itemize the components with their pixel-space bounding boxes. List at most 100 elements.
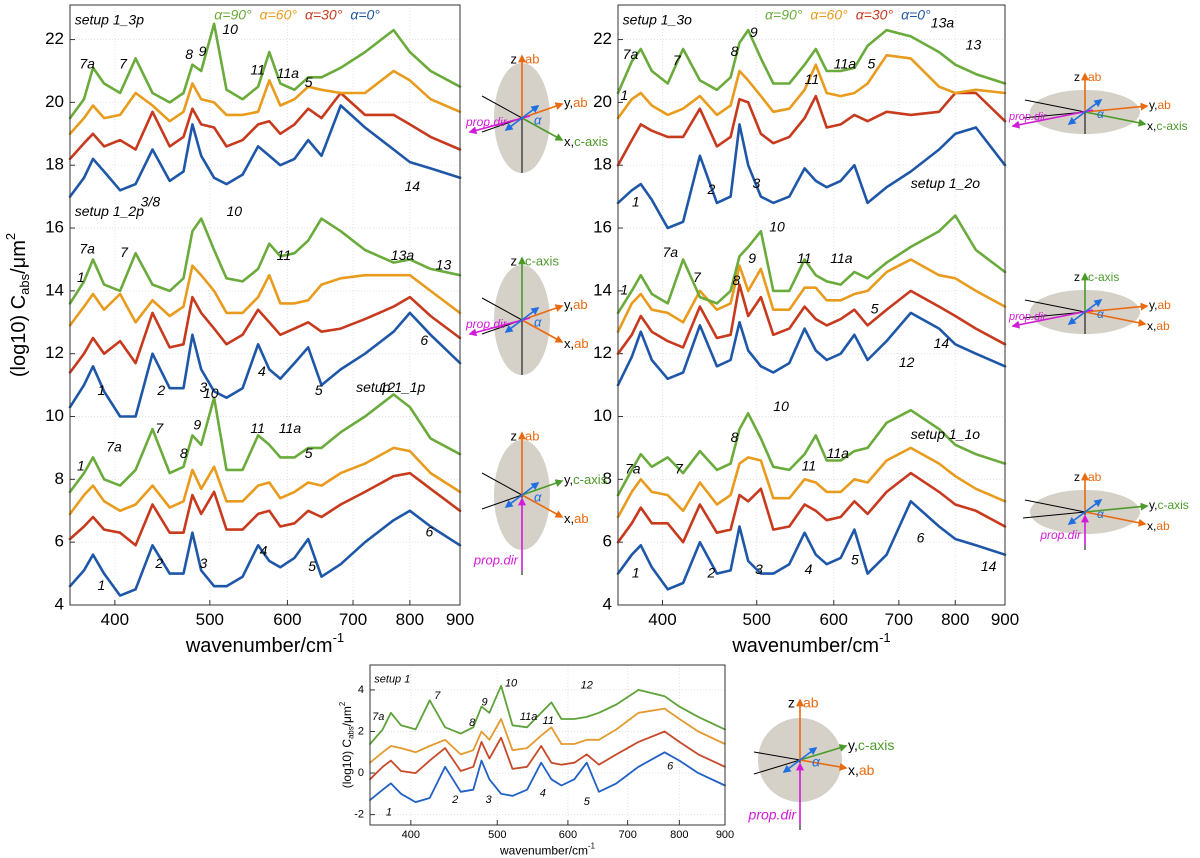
annotation: 7a xyxy=(79,55,95,71)
y-tick-label: 10 xyxy=(593,406,612,425)
y-tick-label: 6 xyxy=(55,532,64,551)
spectrum-line xyxy=(616,123,1007,230)
x-tick-label: 900 xyxy=(716,829,734,841)
annotation: 4 xyxy=(260,542,268,558)
y-tick-label: 14 xyxy=(593,280,612,299)
y-tick-label: 18 xyxy=(593,155,612,174)
axis-name: ab xyxy=(574,336,588,351)
annotation: 11a xyxy=(520,711,538,723)
axis-label: y,c-axis xyxy=(1149,498,1189,512)
annotation: 7 xyxy=(675,461,684,477)
annotation: 1 xyxy=(97,577,105,593)
legend-entry: α=30° xyxy=(305,7,343,23)
spectrum-line xyxy=(369,730,726,781)
axis-label: y,c-axis xyxy=(564,472,608,487)
spectrum-line xyxy=(616,283,1007,355)
axis-label: z xyxy=(511,51,518,66)
annotation: 10 xyxy=(773,398,789,414)
axis-label: ab xyxy=(803,695,819,711)
annotation: 7 xyxy=(120,244,129,260)
axis-label: x,ab xyxy=(1147,319,1170,333)
spectrum-line xyxy=(616,258,1007,333)
annotation: 7 xyxy=(155,420,164,436)
annotation: 1 xyxy=(386,806,392,818)
spectrum-line xyxy=(616,214,1007,315)
annotation: 7a xyxy=(625,461,641,477)
axis-label: y,ab xyxy=(564,95,588,110)
spectrum-line xyxy=(68,264,462,327)
annotation: 5 xyxy=(868,55,876,71)
y-tick-label: 16 xyxy=(593,218,612,237)
annotation: 11 xyxy=(805,71,820,87)
axis-label: x,c-axis xyxy=(564,134,609,149)
annotation: 14 xyxy=(934,335,950,351)
y-tick-label: 10 xyxy=(45,406,64,425)
axis-letter: y, xyxy=(564,472,573,487)
annotation: 13a xyxy=(391,247,415,263)
alpha-label: α xyxy=(1097,507,1105,521)
axis-label: ab xyxy=(1088,70,1102,84)
annotation: 10 xyxy=(203,385,219,401)
x-axis-label: wavenumber/cm-1 xyxy=(185,630,344,657)
annotation: 1 xyxy=(77,457,85,473)
y-tick-label: 6 xyxy=(603,532,612,551)
x-tick-label: 400 xyxy=(402,829,420,841)
spectrum-line xyxy=(369,707,726,764)
x-tick-label: 600 xyxy=(273,610,301,629)
annotation: 8 xyxy=(469,717,476,729)
annotation: setup 1_2o xyxy=(911,175,980,191)
annotation: 13a xyxy=(931,15,955,31)
x-label-sup: -1 xyxy=(879,630,891,645)
y-tick-label: -2 xyxy=(354,809,364,821)
legend-entry: α=30° xyxy=(856,7,894,23)
spectrum-line xyxy=(68,446,462,516)
spectrum-line xyxy=(68,471,462,547)
axis-name: c-axis xyxy=(858,737,895,753)
diagram-arrow xyxy=(1067,499,1103,525)
annotation: setup 1 xyxy=(374,673,410,685)
annotation: 11 xyxy=(277,247,292,263)
annotation: 1 xyxy=(620,87,628,103)
axis-name: ab xyxy=(859,762,875,778)
spectrum-line xyxy=(68,311,462,418)
y-tick-label: 8 xyxy=(55,469,64,488)
annotation: 8 xyxy=(731,43,739,59)
annotation: 14 xyxy=(981,558,997,574)
y-label-sup: 2 xyxy=(338,702,347,706)
x-tick-label: 800 xyxy=(396,610,424,629)
axis-letter: x, xyxy=(564,336,574,351)
annotation: 6 xyxy=(426,523,434,539)
x-tick-label: 700 xyxy=(339,610,367,629)
spectrum-line xyxy=(369,684,726,745)
annotation: 1 xyxy=(632,194,640,210)
axis-label: z xyxy=(511,428,518,443)
x-tick-label: 600 xyxy=(559,829,577,841)
annotation: 9 xyxy=(748,250,756,266)
y-tick-label: 12 xyxy=(593,343,612,362)
plot-frame xyxy=(69,4,461,606)
spectrum-line xyxy=(68,393,462,494)
annotation: 4 xyxy=(258,363,266,379)
annotation: 9 xyxy=(193,417,201,433)
diagram-arrow xyxy=(504,105,540,131)
axis-label: c-axis xyxy=(525,253,559,268)
x-tick-label: 900 xyxy=(991,610,1019,629)
annotation: 6 xyxy=(420,332,428,348)
spectrum-line xyxy=(616,446,1007,519)
annotation: 5 xyxy=(305,74,313,90)
legend-entry: α=90° xyxy=(214,7,252,23)
y-label-main: (log10) C xyxy=(8,295,30,377)
legend-entry: α=60° xyxy=(260,7,298,23)
x-label-sup: -1 xyxy=(333,630,345,645)
annotation: 7 xyxy=(434,690,441,702)
annotation: 14 xyxy=(405,178,421,194)
axis-label: z xyxy=(1074,270,1080,284)
spectrum-line xyxy=(616,408,1007,497)
plot-frame xyxy=(617,4,1006,606)
axis-label: z xyxy=(788,695,795,711)
y-label-unit: /μm xyxy=(8,240,30,274)
annotation: 1 xyxy=(97,382,105,398)
annotation: 13 xyxy=(966,37,982,53)
annotation: setup 1_1p xyxy=(356,379,425,395)
alpha-label: α xyxy=(1097,307,1105,321)
